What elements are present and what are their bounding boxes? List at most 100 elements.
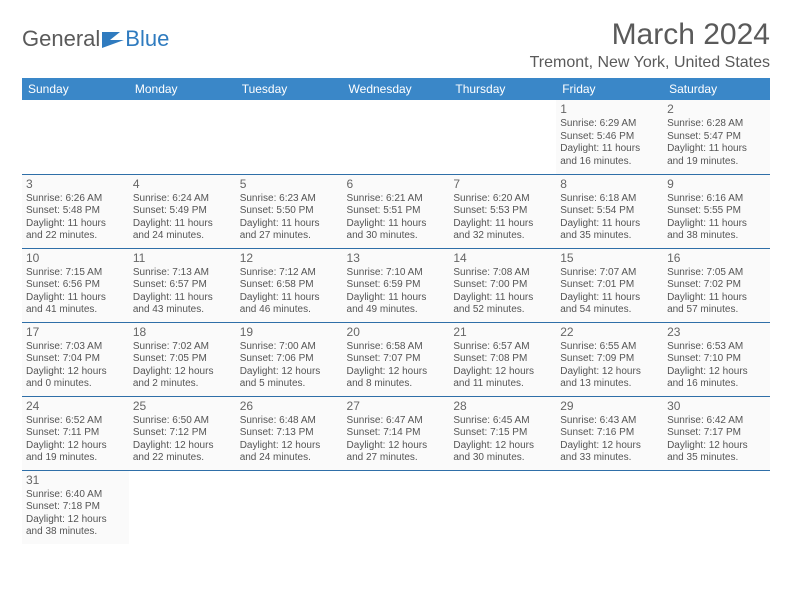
day-number: 22 [560,325,659,340]
sunset-text: Sunset: 7:07 PM [347,353,446,366]
calendar-cell [343,470,450,544]
header: GeneralBlue March 2024 Tremont, New York… [22,18,770,72]
day-number: 4 [133,177,232,192]
calendar-cell: 11Sunrise: 7:13 AMSunset: 6:57 PMDayligh… [129,248,236,322]
logo-text-2: Blue [125,26,169,52]
day-number: 17 [26,325,125,340]
sunset-text: Sunset: 6:59 PM [347,279,446,292]
sunrise-text: Sunrise: 6:48 AM [240,415,339,428]
sunrise-text: Sunrise: 6:23 AM [240,193,339,206]
daylight-text: Daylight: 11 hours and 22 minutes. [26,218,125,243]
daylight-text: Daylight: 12 hours and 30 minutes. [453,440,552,465]
calendar-cell: 12Sunrise: 7:12 AMSunset: 6:58 PMDayligh… [236,248,343,322]
calendar-row: 17Sunrise: 7:03 AMSunset: 7:04 PMDayligh… [22,322,770,396]
day-number: 29 [560,399,659,414]
sunset-text: Sunset: 7:17 PM [667,427,766,440]
day-number: 14 [453,251,552,266]
sunset-text: Sunset: 7:11 PM [26,427,125,440]
logo-flag-icon [102,30,124,48]
daylight-text: Daylight: 12 hours and 33 minutes. [560,440,659,465]
calendar-cell: 1Sunrise: 6:29 AMSunset: 5:46 PMDaylight… [556,100,663,174]
day-number: 12 [240,251,339,266]
sunset-text: Sunset: 5:49 PM [133,205,232,218]
calendar-cell: 25Sunrise: 6:50 AMSunset: 7:12 PMDayligh… [129,396,236,470]
sunset-text: Sunset: 7:02 PM [667,279,766,292]
sunrise-text: Sunrise: 6:45 AM [453,415,552,428]
calendar-cell: 9Sunrise: 6:16 AMSunset: 5:55 PMDaylight… [663,174,770,248]
day-header: Monday [129,78,236,100]
sunrise-text: Sunrise: 7:08 AM [453,267,552,280]
sunrise-text: Sunrise: 6:47 AM [347,415,446,428]
sunrise-text: Sunrise: 6:16 AM [667,193,766,206]
daylight-text: Daylight: 12 hours and 2 minutes. [133,366,232,391]
daylight-text: Daylight: 11 hours and 30 minutes. [347,218,446,243]
calendar-cell [449,100,556,174]
sunrise-text: Sunrise: 6:43 AM [560,415,659,428]
sunset-text: Sunset: 5:48 PM [26,205,125,218]
sunrise-text: Sunrise: 6:29 AM [560,118,659,131]
daylight-text: Daylight: 11 hours and 27 minutes. [240,218,339,243]
sunrise-text: Sunrise: 6:50 AM [133,415,232,428]
calendar-head: SundayMondayTuesdayWednesdayThursdayFrid… [22,78,770,100]
calendar-cell [663,470,770,544]
daylight-text: Daylight: 11 hours and 24 minutes. [133,218,232,243]
daylight-text: Daylight: 11 hours and 46 minutes. [240,292,339,317]
sunset-text: Sunset: 7:01 PM [560,279,659,292]
sunset-text: Sunset: 6:58 PM [240,279,339,292]
sunset-text: Sunset: 7:00 PM [453,279,552,292]
daylight-text: Daylight: 12 hours and 5 minutes. [240,366,339,391]
calendar-cell: 14Sunrise: 7:08 AMSunset: 7:00 PMDayligh… [449,248,556,322]
day-number: 1 [560,102,659,117]
calendar-cell: 30Sunrise: 6:42 AMSunset: 7:17 PMDayligh… [663,396,770,470]
day-number: 16 [667,251,766,266]
daylight-text: Daylight: 12 hours and 27 minutes. [347,440,446,465]
daylight-text: Daylight: 11 hours and 38 minutes. [667,218,766,243]
calendar-cell: 2Sunrise: 6:28 AMSunset: 5:47 PMDaylight… [663,100,770,174]
sunrise-text: Sunrise: 7:05 AM [667,267,766,280]
day-number: 5 [240,177,339,192]
calendar-cell: 13Sunrise: 7:10 AMSunset: 6:59 PMDayligh… [343,248,450,322]
day-number: 26 [240,399,339,414]
day-number: 25 [133,399,232,414]
calendar-cell: 31Sunrise: 6:40 AMSunset: 7:18 PMDayligh… [22,470,129,544]
sunset-text: Sunset: 5:50 PM [240,205,339,218]
sunrise-text: Sunrise: 7:00 AM [240,341,339,354]
daylight-text: Daylight: 11 hours and 57 minutes. [667,292,766,317]
calendar-cell: 6Sunrise: 6:21 AMSunset: 5:51 PMDaylight… [343,174,450,248]
sunrise-text: Sunrise: 7:12 AM [240,267,339,280]
sunset-text: Sunset: 5:53 PM [453,205,552,218]
sunrise-text: Sunrise: 6:20 AM [453,193,552,206]
daylight-text: Daylight: 12 hours and 35 minutes. [667,440,766,465]
day-number: 6 [347,177,446,192]
daylight-text: Daylight: 11 hours and 41 minutes. [26,292,125,317]
day-number: 20 [347,325,446,340]
day-number: 31 [26,473,125,488]
sunset-text: Sunset: 5:47 PM [667,131,766,144]
calendar-cell [556,470,663,544]
daylight-text: Daylight: 12 hours and 13 minutes. [560,366,659,391]
sunrise-text: Sunrise: 6:58 AM [347,341,446,354]
day-number: 19 [240,325,339,340]
daylight-text: Daylight: 12 hours and 38 minutes. [26,514,125,539]
calendar-cell: 24Sunrise: 6:52 AMSunset: 7:11 PMDayligh… [22,396,129,470]
title-block: March 2024 Tremont, New York, United Sta… [530,18,770,72]
sunrise-text: Sunrise: 6:40 AM [26,489,125,502]
daylight-text: Daylight: 12 hours and 16 minutes. [667,366,766,391]
month-title: March 2024 [530,18,770,52]
daylight-text: Daylight: 12 hours and 24 minutes. [240,440,339,465]
daylight-text: Daylight: 12 hours and 8 minutes. [347,366,446,391]
calendar-cell [343,100,450,174]
sunset-text: Sunset: 7:06 PM [240,353,339,366]
day-number: 2 [667,102,766,117]
sunrise-text: Sunrise: 6:24 AM [133,193,232,206]
day-number: 27 [347,399,446,414]
sunrise-text: Sunrise: 6:55 AM [560,341,659,354]
calendar-row: 10Sunrise: 7:15 AMSunset: 6:56 PMDayligh… [22,248,770,322]
sunset-text: Sunset: 7:10 PM [667,353,766,366]
calendar-row: 3Sunrise: 6:26 AMSunset: 5:48 PMDaylight… [22,174,770,248]
calendar-cell: 18Sunrise: 7:02 AMSunset: 7:05 PMDayligh… [129,322,236,396]
day-number: 11 [133,251,232,266]
calendar-row: 1Sunrise: 6:29 AMSunset: 5:46 PMDaylight… [22,100,770,174]
daylight-text: Daylight: 11 hours and 16 minutes. [560,143,659,168]
sunrise-text: Sunrise: 7:10 AM [347,267,446,280]
